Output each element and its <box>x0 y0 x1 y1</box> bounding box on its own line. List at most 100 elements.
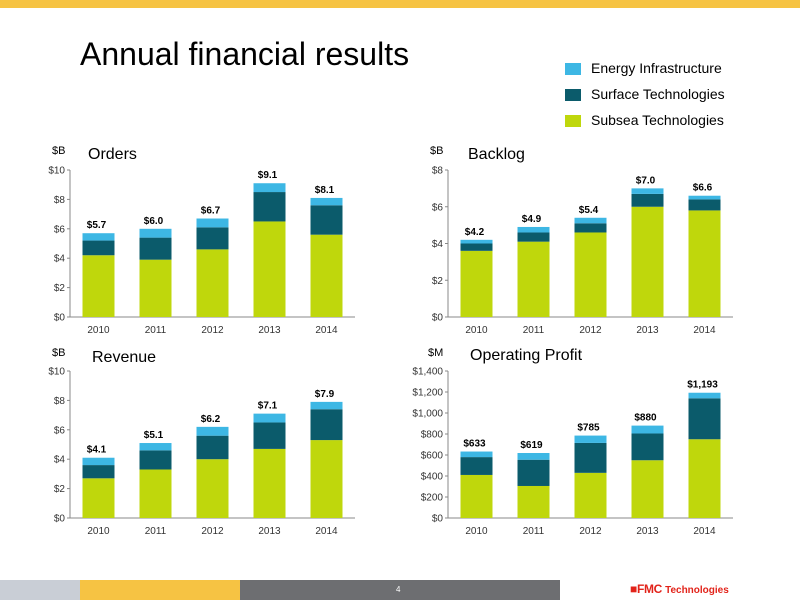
orders-xtick-label: 2010 <box>87 325 110 336</box>
orders-ytick-label: $2 <box>54 283 66 294</box>
orders-xtick-label: 2011 <box>145 325 167 336</box>
operating-profit-chart: $M Operating Profit $0 $200 $400 $600 $800 $1… <box>412 346 748 546</box>
backlog-bar-surface-2014 <box>688 199 721 211</box>
legend-swatch-energy <box>565 63 581 75</box>
operating-profit-bar-energy-2013 <box>631 425 664 434</box>
revenue-xtick-label: 2014 <box>315 526 338 537</box>
revenue-unit-label: $B <box>52 347 66 359</box>
revenue-xtick-label: 2012 <box>201 526 224 537</box>
orders-chart: $B Orders $0 $2 $4 $6 $8 $10 $5.7 2010 $6.0 2011 $… <box>40 145 370 345</box>
backlog-chart-title: Backlog <box>468 146 525 163</box>
revenue-bar-surface-2012 <box>196 435 229 460</box>
footer-segment-dark <box>240 580 560 600</box>
orders-bar-subsea-2012 <box>196 249 229 317</box>
footer-segment-yellow <box>80 580 240 600</box>
orders-xtick-label: 2014 <box>315 325 338 336</box>
backlog-ytick-label: $8 <box>432 166 444 177</box>
revenue-bar-energy-2013 <box>253 413 286 423</box>
orders-xtick-label: 2013 <box>258 325 281 336</box>
revenue-total-label: $7.9 <box>315 389 335 400</box>
backlog-bar-subsea-2013 <box>631 206 664 317</box>
operating-profit-ytick-label: $1,400 <box>412 367 443 378</box>
operating-profit-total-label: $785 <box>577 423 600 434</box>
operating-profit-bar-surface-2012 <box>574 442 607 473</box>
backlog-xtick-label: 2011 <box>523 325 545 336</box>
operating-profit-total-label: $619 <box>520 440 543 451</box>
revenue-total-label: $6.2 <box>201 414 221 425</box>
operating-profit-bar-energy-2010 <box>460 451 493 458</box>
revenue-bar-subsea-2010 <box>82 478 115 518</box>
operating-profit-xtick-label: 2012 <box>579 526 602 537</box>
revenue-total-label: $5.1 <box>144 430 164 441</box>
orders-bar-subsea-2010 <box>82 255 115 317</box>
operating-profit-bar-subsea-2012 <box>574 472 607 518</box>
operating-profit-total-label: $880 <box>634 413 657 424</box>
orders-bar-surface-2012 <box>196 227 229 250</box>
orders-bar-energy-2011 <box>139 228 172 238</box>
orders-xtick-label: 2012 <box>201 325 224 336</box>
revenue-xtick-label: 2013 <box>258 526 281 537</box>
backlog-bar-energy-2012 <box>574 217 607 224</box>
legend-swatch-surface <box>565 89 581 101</box>
operating-profit-total-label: $633 <box>463 439 486 450</box>
operating-profit-bar-energy-2014 <box>688 392 721 399</box>
operating-profit-ytick-label: $400 <box>421 472 444 483</box>
fmc-technologies-logo: ■FMC Technologies <box>630 582 729 596</box>
orders-bar-energy-2013 <box>253 183 286 193</box>
backlog-bar-subsea-2014 <box>688 210 721 317</box>
operating-profit-total-label: $1,193 <box>687 380 718 391</box>
operating-profit-bar-subsea-2014 <box>688 439 721 518</box>
backlog-ytick-label: $4 <box>432 239 444 250</box>
backlog-bar-surface-2011 <box>517 232 550 242</box>
orders-chart-title: Orders <box>88 146 137 163</box>
revenue-ytick-label: $6 <box>54 425 66 436</box>
backlog-unit-label: $B <box>430 145 444 157</box>
backlog-total-label: $6.6 <box>693 183 713 194</box>
operating-profit-plot: $0 $200 $400 $600 $800 $1,000 $1,200 $1,400 $633… <box>412 367 733 537</box>
orders-bar-surface-2011 <box>139 237 172 260</box>
operating-profit-xtick-label: 2014 <box>693 526 716 537</box>
revenue-bar-energy-2014 <box>310 401 343 410</box>
revenue-chart: $B Revenue $0 $2 $4 $6 $8 $10 $4.1 2010 $5.1 2011… <box>40 346 370 546</box>
backlog-xtick-label: 2013 <box>636 325 659 336</box>
operating-profit-bar-surface-2011 <box>517 459 550 486</box>
backlog-bar-energy-2011 <box>517 226 550 233</box>
operating-profit-unit-label: $M <box>428 347 444 359</box>
backlog-total-label: $7.0 <box>636 175 656 186</box>
operating-profit-xtick-label: 2013 <box>636 526 659 537</box>
backlog-bar-subsea-2012 <box>574 232 607 317</box>
backlog-ytick-label: $2 <box>432 276 444 287</box>
orders-unit-label: $B <box>52 145 66 157</box>
top-accent-bar <box>0 0 800 8</box>
revenue-bar-subsea-2011 <box>139 469 172 518</box>
backlog-total-label: $5.4 <box>579 205 599 216</box>
legend-label-energy: Energy Infrastructure <box>591 60 722 76</box>
operating-profit-chart-title: Operating Profit <box>470 347 583 364</box>
operating-profit-ytick-label: $200 <box>421 493 444 504</box>
orders-ytick-label: $6 <box>54 224 66 235</box>
revenue-ytick-label: $10 <box>48 367 65 378</box>
backlog-total-label: $4.2 <box>465 227 485 238</box>
orders-ytick-label: $4 <box>54 254 66 265</box>
backlog-ytick-label: $0 <box>432 313 444 324</box>
orders-ytick-label: $8 <box>54 195 66 206</box>
backlog-bar-surface-2010 <box>460 243 493 251</box>
backlog-bar-surface-2012 <box>574 223 607 233</box>
backlog-bar-subsea-2011 <box>517 241 550 317</box>
orders-bar-energy-2014 <box>310 197 343 206</box>
backlog-ytick-label: $6 <box>432 202 444 213</box>
backlog-xtick-label: 2012 <box>579 325 602 336</box>
revenue-bar-subsea-2014 <box>310 440 343 518</box>
revenue-ytick-label: $4 <box>54 455 66 466</box>
orders-total-label: $6.0 <box>144 216 164 227</box>
operating-profit-bar-energy-2012 <box>574 435 607 443</box>
revenue-bar-energy-2011 <box>139 443 172 451</box>
orders-bar-energy-2012 <box>196 218 229 228</box>
operating-profit-bar-surface-2014 <box>688 398 721 440</box>
operating-profit-ytick-label: $1,000 <box>412 409 443 420</box>
page-number: 4 <box>396 585 401 594</box>
orders-bar-subsea-2011 <box>139 259 172 317</box>
orders-bar-energy-2010 <box>82 233 115 241</box>
operating-profit-ytick-label: $600 <box>421 451 444 462</box>
operating-profit-bar-subsea-2011 <box>517 485 550 518</box>
